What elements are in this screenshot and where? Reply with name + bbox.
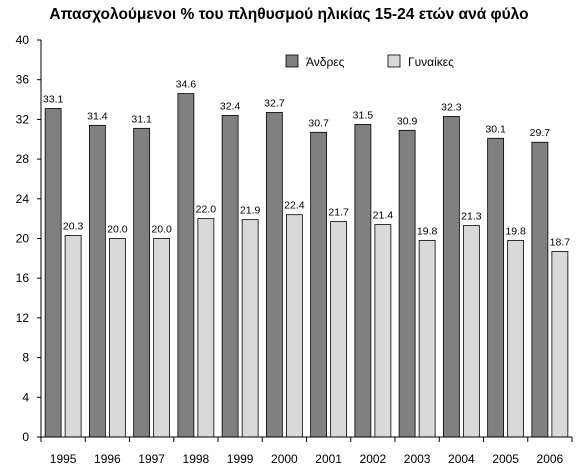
data-labels-group: 33.1 31.4 31.1 34.6 32.4 32.7 30.7 31.5 30.9 32.3… [43, 79, 570, 249]
data-label: 30.7 [308, 117, 329, 129]
y-tick-label: 16 [16, 271, 30, 285]
legend-item-men: Άνδρες [285, 54, 345, 69]
data-label: 31.5 [353, 109, 374, 121]
x-tick-label: 2005 [492, 452, 519, 466]
bar-women [418, 240, 436, 438]
data-label: 20.3 [63, 221, 84, 233]
data-label: 34.6 [176, 79, 197, 91]
data-label: 31.1 [131, 113, 152, 125]
data-label: 32.4 [220, 100, 241, 112]
bar-women [285, 214, 303, 438]
y-tick-label: 40 [16, 33, 30, 47]
bar-men [310, 131, 328, 438]
chart-title: Απασχολούμενοι % του πληθυσμού ηλικίας 1… [49, 6, 528, 23]
data-label: 20.0 [107, 224, 128, 236]
bar-men [177, 93, 195, 438]
bar-men [88, 124, 106, 438]
data-label: 19.8 [417, 225, 438, 237]
bar-men [354, 123, 372, 438]
y-tick-label: 0 [22, 430, 29, 444]
data-label: 31.4 [87, 110, 108, 122]
legend-label: Άνδρες [306, 55, 345, 69]
x-tick-label: 1998 [183, 452, 210, 466]
x-tick-label: 1999 [227, 452, 254, 466]
axes-group: 0 4 8 12 16 20 24 28 32 36 40 1995 1996 1997 1998 1999 2… [16, 33, 573, 466]
data-label: 21.9 [240, 205, 261, 217]
bar-women [507, 240, 525, 438]
data-label: 20.0 [151, 224, 172, 236]
bar-women [64, 235, 82, 438]
y-tick-label: 36 [16, 73, 30, 87]
bar-women [551, 251, 569, 438]
data-label: 21.3 [461, 211, 482, 223]
x-tick-label: 1995 [50, 452, 77, 466]
x-tick-label: 2006 [537, 452, 564, 466]
bar-women [108, 238, 126, 438]
data-label: 32.7 [264, 97, 285, 109]
data-label: 32.3 [441, 101, 462, 113]
x-tick-label: 2004 [448, 452, 475, 466]
bar-women [241, 219, 259, 438]
y-tick-label: 8 [22, 351, 29, 365]
y-tick-label: 32 [16, 112, 30, 126]
y-tick-label: 24 [16, 192, 30, 206]
legend-swatch [387, 54, 401, 68]
bar-women [153, 238, 171, 438]
legend: Άνδρες Γυναίκες [285, 54, 454, 69]
bar-women [330, 221, 348, 438]
bar-men [221, 115, 239, 438]
x-tick-label: 2002 [360, 452, 387, 466]
legend-label: Γυναίκες [408, 55, 454, 69]
bar-men [487, 137, 505, 438]
data-label: 30.9 [397, 115, 418, 127]
y-tick-label: 28 [16, 152, 30, 166]
y-tick-label: 20 [16, 232, 30, 246]
data-label: 33.1 [43, 93, 64, 105]
x-tick-label: 1997 [138, 452, 165, 466]
data-label: 22.4 [284, 200, 305, 212]
bars-group [44, 93, 569, 438]
data-label: 21.7 [328, 207, 349, 219]
bar-men [531, 141, 549, 438]
x-tick-label: 2003 [404, 452, 431, 466]
data-label: 29.7 [530, 127, 551, 139]
data-label: 18.7 [550, 236, 571, 248]
bar-women [374, 224, 392, 438]
x-tick-label: 2000 [271, 452, 298, 466]
data-label: 21.4 [373, 210, 394, 222]
bar-men [265, 112, 283, 438]
x-tick-label: 1996 [94, 452, 121, 466]
bar-men [442, 116, 460, 438]
bar-women [462, 225, 480, 438]
legend-swatch [285, 54, 299, 68]
bar-men [398, 129, 416, 438]
y-tick-label: 12 [16, 311, 30, 325]
bar-men [133, 127, 151, 438]
data-label: 22.0 [196, 204, 217, 216]
bar-men [44, 108, 62, 438]
data-label: 30.1 [485, 123, 506, 135]
bar-women [197, 218, 215, 438]
x-tick-label: 2001 [315, 452, 342, 466]
y-tick-label: 4 [22, 390, 29, 404]
data-label: 19.8 [505, 225, 526, 237]
legend-item-women: Γυναίκες [387, 54, 454, 69]
